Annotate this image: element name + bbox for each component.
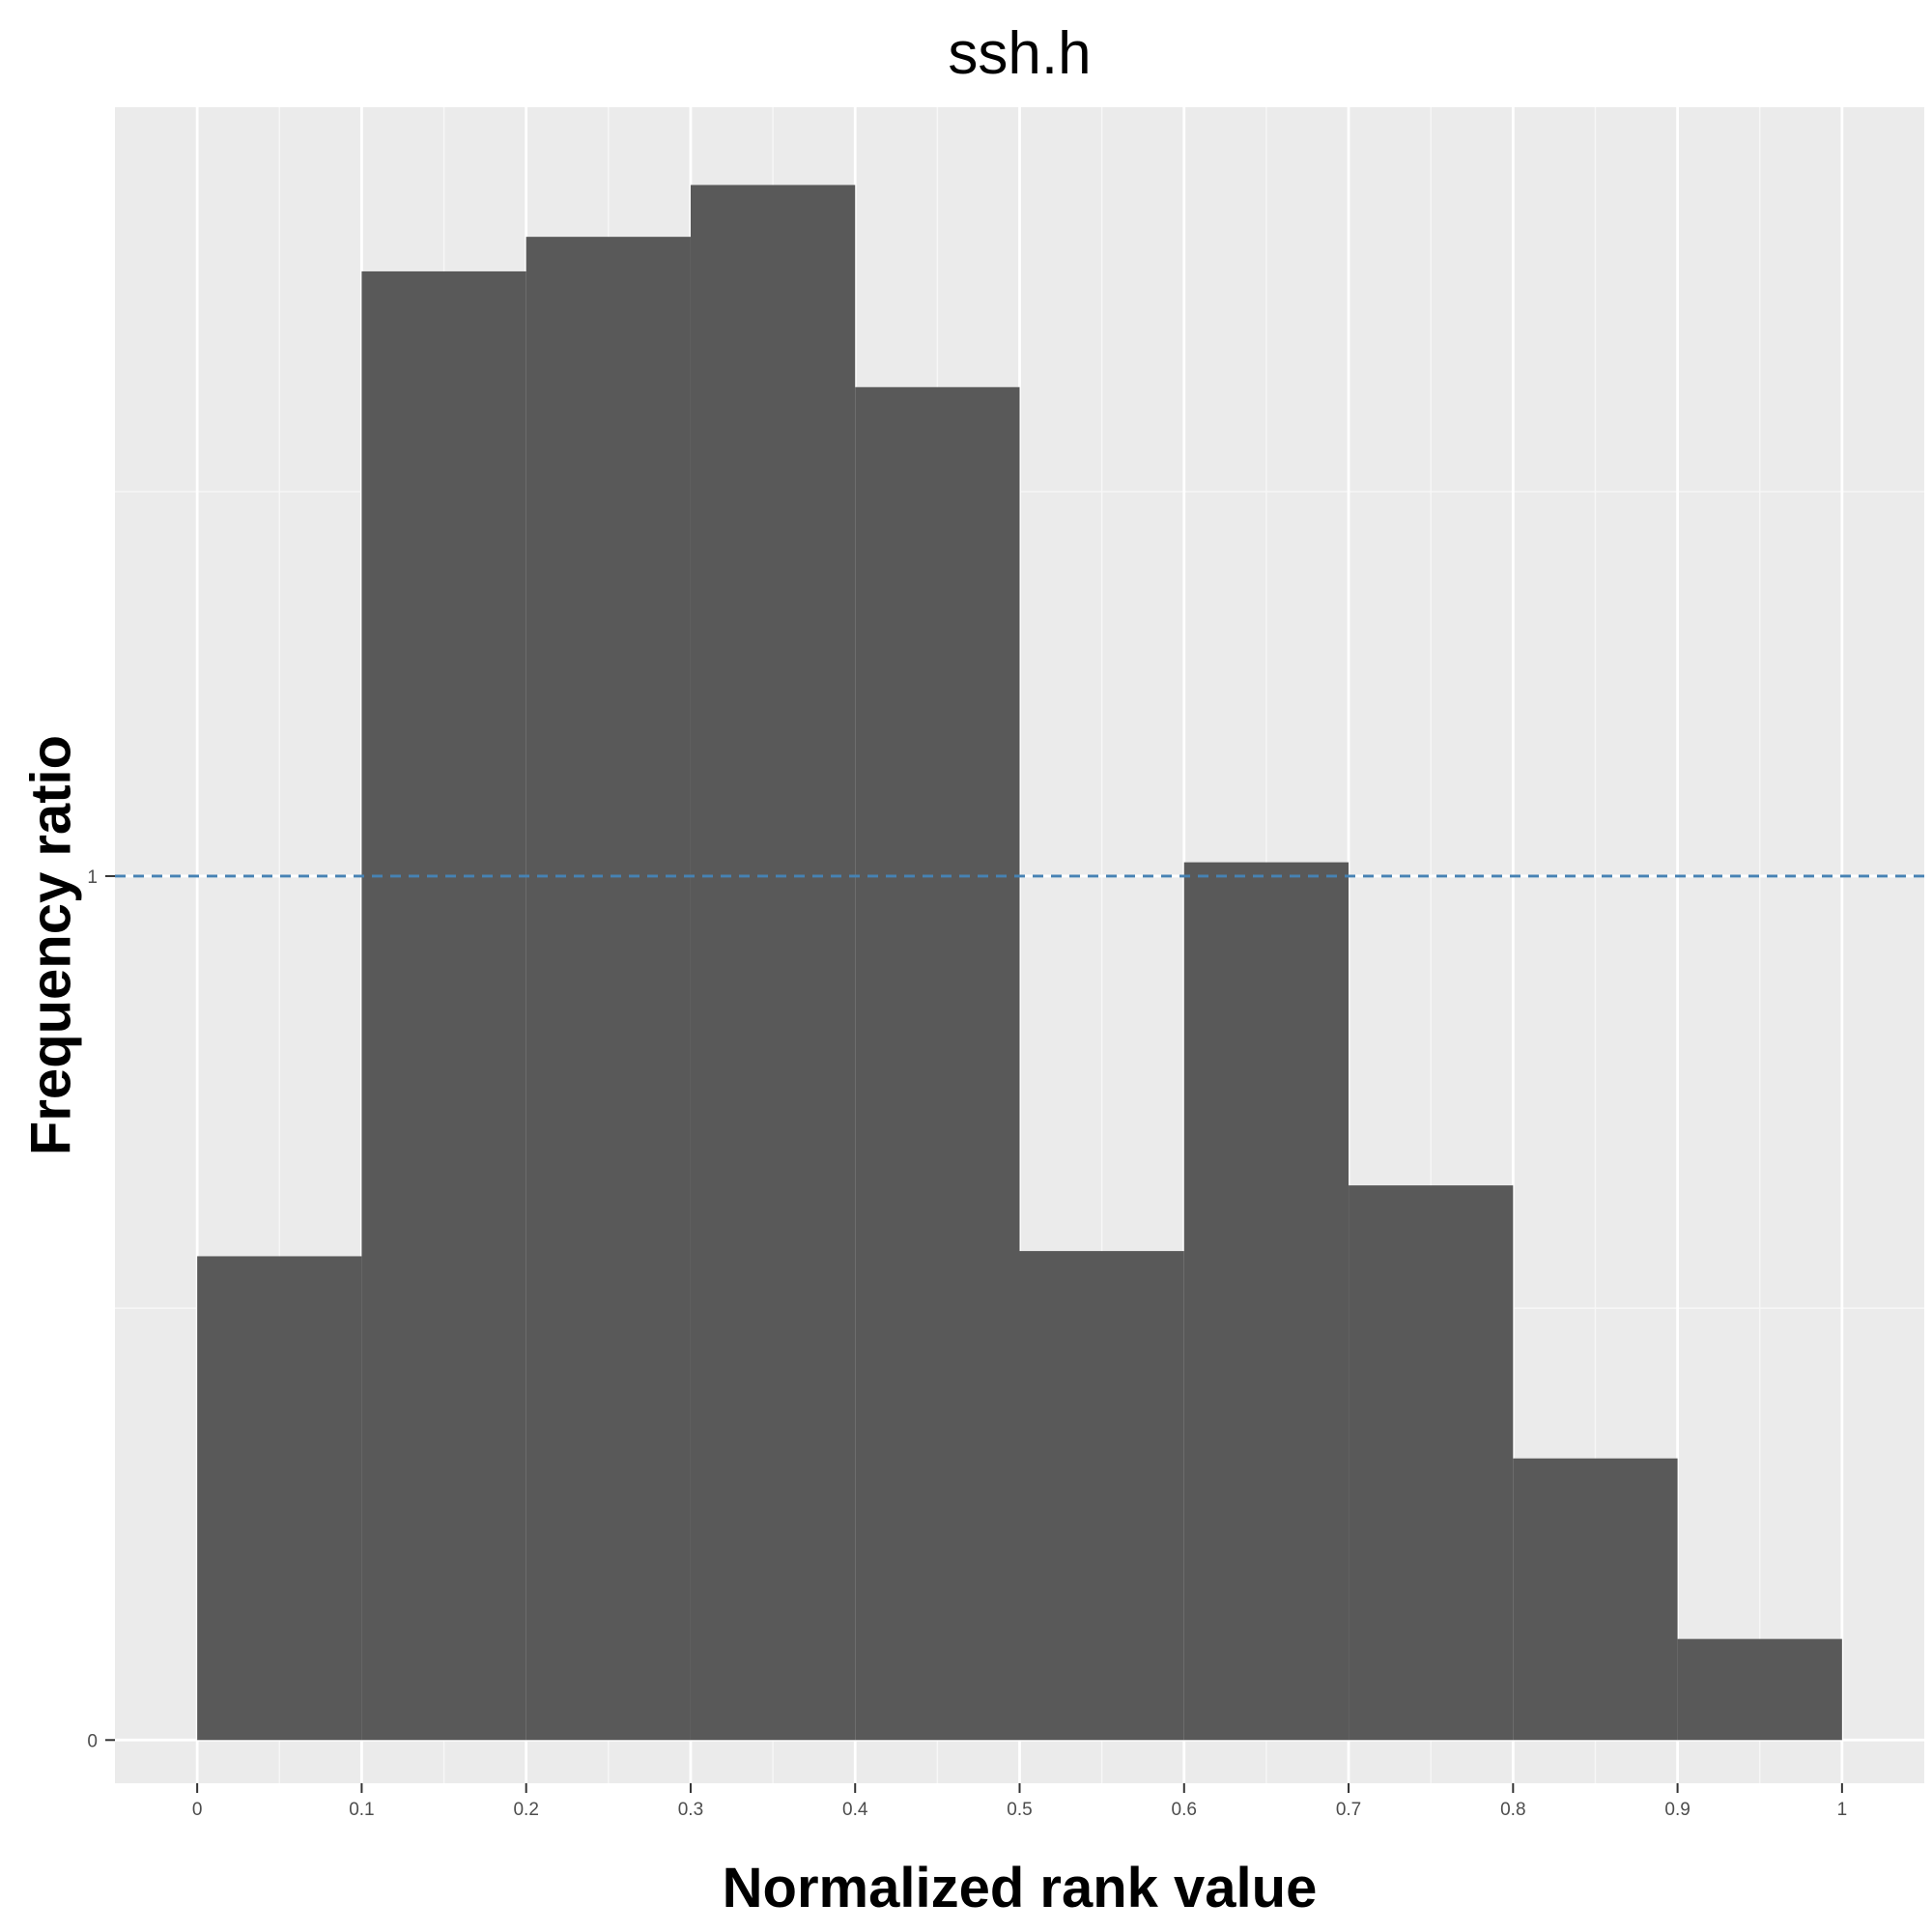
x-tick-label: 0.7 bbox=[1336, 1800, 1361, 1820]
x-tick-label: 0.9 bbox=[1664, 1800, 1690, 1820]
y-tick-label: 1 bbox=[87, 867, 98, 888]
x-tick-label: 0.8 bbox=[1500, 1800, 1525, 1820]
y-axis-ticks: 01 bbox=[87, 867, 115, 1751]
histogram-bar bbox=[1019, 1251, 1184, 1741]
x-tick-label: 0.6 bbox=[1172, 1800, 1197, 1820]
x-tick-label: 0.5 bbox=[1007, 1800, 1032, 1820]
chart-title: ssh.h bbox=[948, 20, 1091, 87]
x-tick-label: 0.4 bbox=[842, 1800, 868, 1820]
histogram-bar bbox=[197, 1256, 362, 1741]
histogram-bar bbox=[361, 270, 526, 1741]
y-axis-title: Frequency ratio bbox=[19, 735, 82, 1155]
x-axis-title: Normalized rank value bbox=[723, 1857, 1318, 1919]
x-tick-label: 0.3 bbox=[678, 1800, 703, 1820]
histogram-bar bbox=[1183, 862, 1350, 1741]
x-axis-ticks: 0 0.1 0.2 0.3 0.4 0.5 0.6 0.7 0.8 0.9 1 bbox=[192, 1783, 1847, 1820]
histogram-bar bbox=[526, 237, 691, 1741]
histogram-bar bbox=[1513, 1458, 1678, 1741]
y-tick-label: 0 bbox=[87, 1731, 98, 1751]
histogram-bar bbox=[855, 386, 1020, 1741]
x-tick-label: 0.1 bbox=[349, 1800, 374, 1820]
x-tick-label: 0 bbox=[192, 1800, 203, 1820]
histogram-bar bbox=[690, 185, 856, 1741]
histogram-bar bbox=[1677, 1638, 1842, 1741]
histogram-bar bbox=[1349, 1185, 1514, 1741]
x-tick-label: 0.2 bbox=[513, 1800, 538, 1820]
x-tick-label: 1 bbox=[1837, 1800, 1848, 1820]
histogram-bars bbox=[197, 185, 1842, 1741]
